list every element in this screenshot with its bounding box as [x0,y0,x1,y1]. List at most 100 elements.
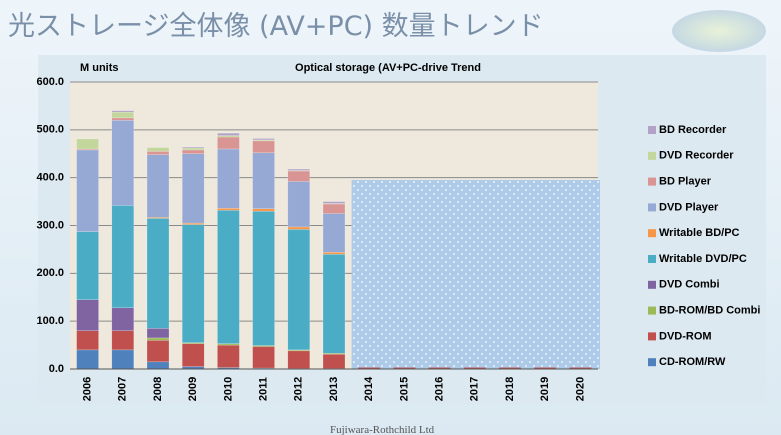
x-tick-label: 2006 [82,377,94,401]
logo [672,10,766,52]
bar-segment [252,210,275,346]
legend-label: DVD Player [659,201,719,213]
bar-segment [287,229,311,351]
bar-segment [76,299,99,331]
bar-segment [76,149,99,232]
legend-label: BD Recorder [659,124,727,136]
bar-segment [287,168,311,171]
legend-swatch [648,306,656,315]
legend-label: Writable BD/PC [659,227,740,239]
legend-label: BD Player [659,176,712,188]
bar-segment [146,151,170,155]
x-tick-label: 2011 [258,377,270,401]
bar-segment [252,345,275,347]
x-tick-label: 2018 [504,377,516,401]
bar-segment [181,342,205,344]
bar-segment [146,340,170,363]
bar-segment [322,213,346,253]
bar-segment [499,367,521,369]
bar-segment [322,201,346,204]
bar-segment [181,149,205,155]
legend-swatch [648,177,656,186]
y-tick-label: 600.0 [36,76,64,88]
page-title: 光ストレージ全体像 (AV+PC) 数量トレンド [8,11,544,42]
bar-segment [181,343,205,367]
bar-segment [252,152,275,210]
bar-segment [217,344,240,368]
bar-segment [393,367,416,369]
bar-segment [217,209,240,344]
x-tick-label: 2019 [539,377,551,401]
y-tick-label: 300.0 [36,219,64,231]
bar-segment [322,353,346,369]
bar-segment [181,146,205,149]
x-tick-label: 2009 [187,377,199,401]
bar-segment [146,328,170,339]
legend-swatch [648,229,656,238]
bar-segment [252,140,275,154]
bar-segment [181,224,205,343]
legend-label: DVD-ROM [659,330,712,342]
x-tick-label: 2012 [293,377,305,401]
bar-segment [217,132,240,136]
legend-label: DVD Recorder [659,150,734,162]
bar-segment [252,346,275,369]
forecast-overlay [351,180,600,369]
legend-swatch [648,358,656,367]
x-tick-label: 2015 [398,377,410,401]
bar-segment [76,138,99,150]
bar-segment [76,231,99,300]
x-tick-label: 2020 [574,377,586,401]
legend-swatch [648,255,656,263]
bar-segment [252,138,275,141]
bar-segment [287,350,311,369]
x-tick-label: 2007 [117,377,129,401]
y-tick-label: 500.0 [36,124,64,136]
y-axis-label: M units [80,62,119,74]
bar-segment [146,337,170,341]
bar-segment [146,154,170,218]
bar-segment [569,367,592,369]
legend-swatch [648,126,656,134]
bar-segment [146,147,170,152]
bar-segment [111,349,135,370]
footer: Fujiwara-Rothchild Ltd [330,424,435,435]
x-tick-label: 2008 [152,377,164,401]
legend-label: CD-ROM/RW [659,356,726,368]
bar-segment [111,307,135,331]
bar-segment [322,252,346,255]
bar-segment [111,330,135,351]
legend-swatch [648,151,656,160]
bar-segment [111,120,135,206]
bar-segment [322,203,346,214]
x-tick-label: 2013 [328,377,340,401]
bar-segment [534,367,557,369]
bar-segment [358,367,381,369]
legend-label: DVD Combi [659,279,720,291]
y-tick-label: 0.0 [49,363,64,375]
bar-segment [217,343,240,346]
bar-segment [428,367,451,369]
legend-swatch [648,280,656,289]
bar-segment [111,111,135,119]
bar-segment [76,330,99,351]
bar-segment [217,208,240,211]
x-tick-label: 2010 [222,377,234,401]
bar-segment [322,253,346,354]
bar-segment [287,226,311,230]
bar-segment [287,181,311,228]
bar-segment [217,136,240,150]
bar-segment [111,205,135,309]
y-tick-label: 100.0 [36,315,64,327]
bar-segment [111,110,135,113]
bar-segment [76,349,99,370]
bar-segment [111,117,135,121]
bar-segment [146,361,170,370]
legend-swatch [648,332,656,341]
y-tick-label: 200.0 [36,267,64,279]
legend-swatch [648,203,656,212]
bar-segment [463,367,486,369]
x-tick-label: 2016 [434,377,446,401]
